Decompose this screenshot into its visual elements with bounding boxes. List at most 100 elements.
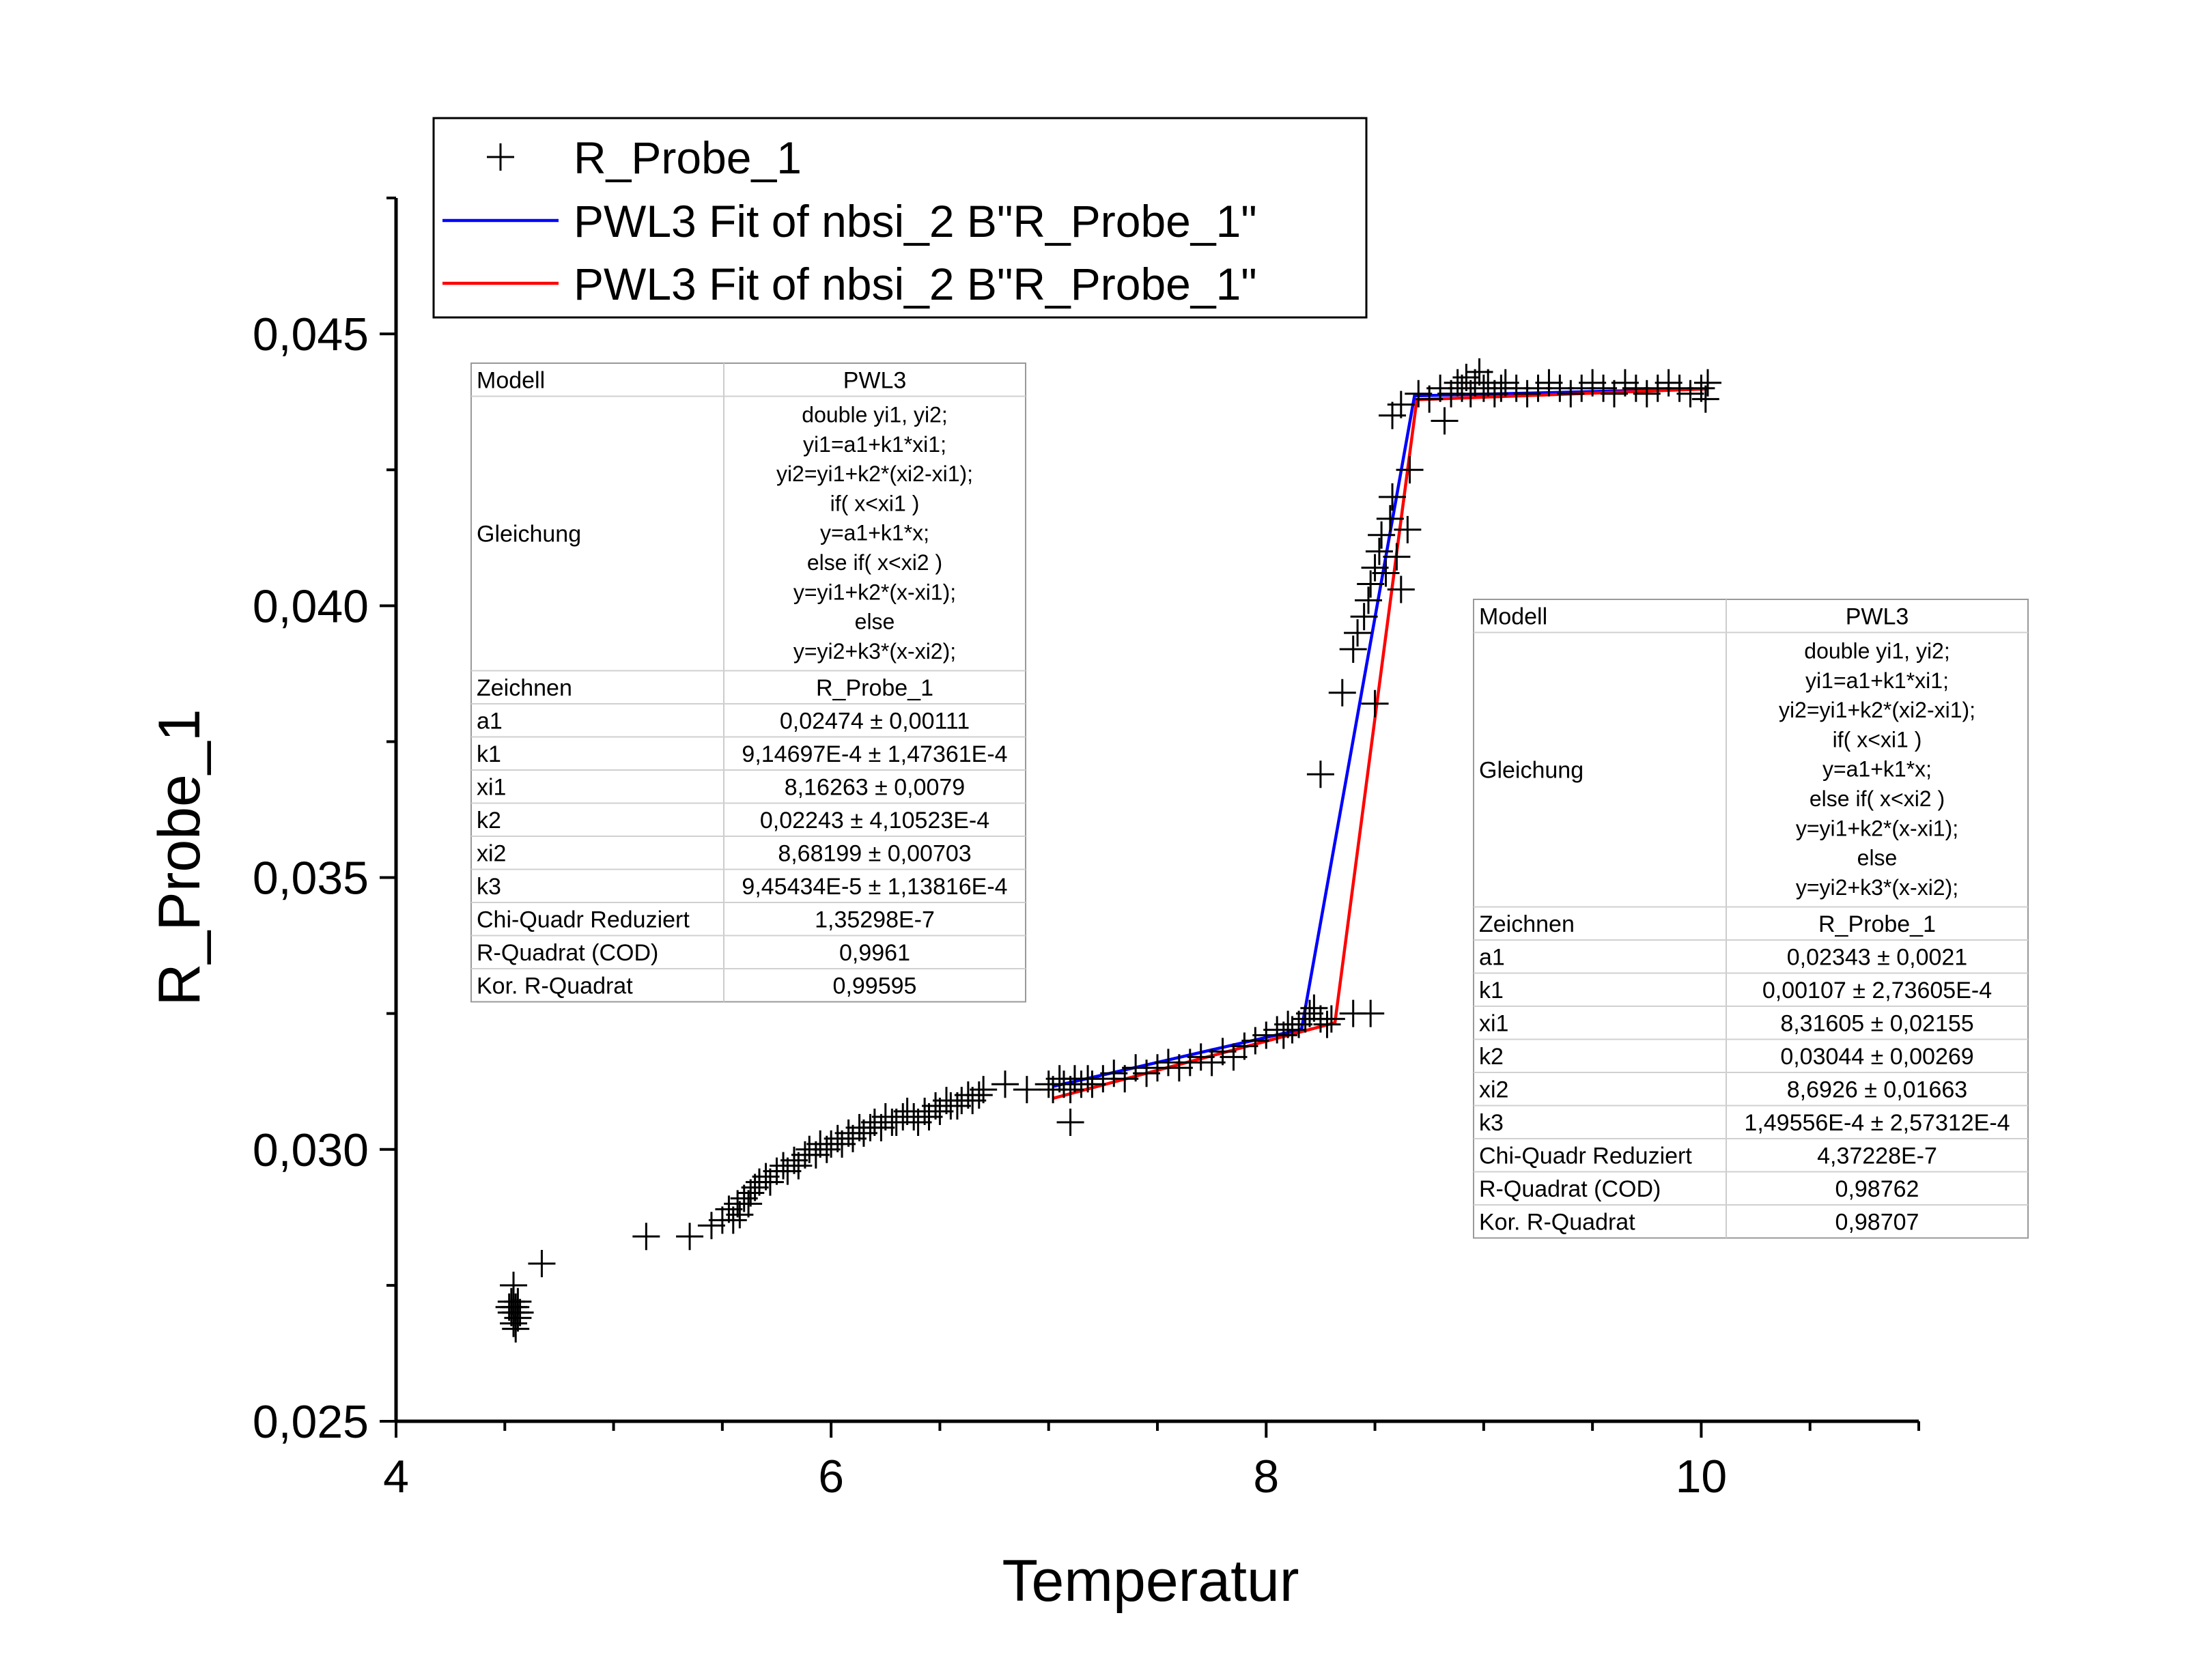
equation-line: y=yi1+k2*(x-xi1); bbox=[1796, 816, 1958, 840]
table-cell-value: 9,14697E-4 ± 1,47361E-4 bbox=[742, 741, 1007, 767]
equation-line: yi1=a1+k1*xi1; bbox=[803, 432, 946, 457]
table-cell-label: xi1 bbox=[1479, 1010, 1508, 1036]
data-point bbox=[500, 1309, 528, 1337]
fit-line-1 bbox=[1052, 387, 1708, 1088]
data-point bbox=[813, 1135, 841, 1163]
data-point bbox=[1357, 999, 1385, 1027]
table-cell-value: 8,68199 ± 0,00703 bbox=[778, 840, 971, 866]
data-point bbox=[1056, 1076, 1084, 1104]
table-cell-label: xi2 bbox=[477, 840, 506, 866]
data-point bbox=[719, 1206, 747, 1234]
x-tick-label: 8 bbox=[1253, 1451, 1279, 1503]
table-cell-value: 8,31605 ± 0,02155 bbox=[1780, 1010, 1973, 1036]
y-tick-label: 0,035 bbox=[253, 853, 369, 905]
data-point bbox=[1431, 407, 1459, 435]
data-point bbox=[926, 1098, 954, 1126]
data-point bbox=[785, 1152, 813, 1180]
data-point bbox=[1387, 575, 1415, 603]
y-tick-label: 0,045 bbox=[253, 309, 369, 360]
x-axis-title: Temperatur bbox=[1002, 1548, 1299, 1614]
axes: 4 6 8 10 0,025 0,030 0,035 0,040 0,045 Temperatur… bbox=[147, 197, 1920, 1614]
equation-line: y=yi2+k3*(x-xi2); bbox=[793, 639, 956, 664]
data-point bbox=[1220, 1043, 1248, 1071]
y-axis-title: R_Probe_1 bbox=[147, 709, 212, 1006]
table-cell-label: xi1 bbox=[477, 774, 506, 800]
legend: R_Probe_1 PWL3 Fit of nbsi_2 B"R_Probe_1"… bbox=[432, 117, 1368, 319]
equation-line: yi2=yi1+k2*(xi2-xi1); bbox=[1779, 698, 1975, 722]
data-point bbox=[528, 1250, 556, 1278]
data-point bbox=[1165, 1054, 1193, 1082]
data-point bbox=[1383, 543, 1411, 571]
table-cell-label: Zeichnen bbox=[1479, 911, 1575, 937]
y-tick-label: 0,025 bbox=[253, 1396, 369, 1448]
fit-table-2: Modell PWL3 Gleichung double yi1, yi2; yi1=a… bbox=[1473, 599, 2029, 1239]
data-point bbox=[1317, 1005, 1345, 1033]
equation-line: yi2=yi1+k2*(xi2-xi1); bbox=[776, 461, 973, 486]
data-points bbox=[495, 358, 1721, 1343]
equation-line: y=yi1+k2*(x-xi1); bbox=[793, 580, 956, 604]
data-point bbox=[1278, 1016, 1306, 1044]
data-point bbox=[1361, 554, 1389, 582]
data-point bbox=[500, 1271, 528, 1299]
table-cell-label: Kor. R-Quadrat bbox=[1479, 1209, 1635, 1235]
equation-line: else if( x<xi2 ) bbox=[1810, 786, 1945, 811]
table-cell-label: k3 bbox=[477, 874, 501, 900]
data-point bbox=[849, 1119, 877, 1147]
data-point bbox=[802, 1141, 830, 1169]
data-point bbox=[502, 1315, 530, 1343]
table-cell-value: 0,03044 ± 0,00269 bbox=[1780, 1044, 1973, 1070]
table-cell-value: 0,98707 bbox=[1835, 1209, 1919, 1235]
data-point bbox=[1611, 369, 1639, 397]
data-point bbox=[1491, 369, 1519, 397]
data-point bbox=[1691, 385, 1719, 413]
data-point bbox=[1013, 1076, 1041, 1104]
table-cell-value: R_Probe_1 bbox=[816, 675, 933, 701]
data-point bbox=[943, 1092, 971, 1120]
table-cell-value: 0,9961 bbox=[839, 940, 910, 966]
data-point bbox=[1513, 380, 1541, 408]
data-point bbox=[506, 1298, 534, 1326]
data-point bbox=[1601, 380, 1628, 408]
data-point bbox=[1387, 390, 1415, 418]
data-point bbox=[1655, 369, 1683, 397]
table-cell-label: R-Quadrat (COD) bbox=[477, 940, 658, 966]
data-point bbox=[697, 1212, 725, 1240]
table-border bbox=[470, 362, 1026, 1003]
table-cell-label: k1 bbox=[1479, 978, 1504, 1003]
data-point bbox=[735, 1190, 763, 1218]
data-point bbox=[1368, 521, 1396, 549]
equation-line: y=yi2+k3*(x-xi2); bbox=[1796, 875, 1958, 900]
data-point bbox=[774, 1157, 802, 1185]
table-cell-label: Modell bbox=[1479, 603, 1547, 629]
data-point bbox=[1693, 369, 1721, 397]
data-point bbox=[1361, 689, 1389, 717]
table-cell-label: Kor. R-Quadrat bbox=[477, 973, 633, 999]
table-cell-value: 8,16263 ± 0,0079 bbox=[785, 774, 965, 800]
data-point bbox=[1456, 380, 1484, 408]
y-tick-label: 0,030 bbox=[253, 1124, 369, 1176]
equation-line: else bbox=[1857, 846, 1898, 870]
data-point bbox=[915, 1102, 943, 1130]
data-point bbox=[1339, 636, 1367, 664]
data-point bbox=[867, 1113, 895, 1141]
table-cell-value: PWL3 bbox=[843, 367, 907, 393]
legend-box bbox=[432, 117, 1368, 319]
data-point bbox=[632, 1223, 660, 1251]
table-cell-label: k2 bbox=[1479, 1044, 1504, 1070]
table-cell-label: Gleichung bbox=[477, 522, 581, 547]
equation-line: double yi1, yi2; bbox=[802, 403, 947, 427]
table-cell-value: 0,02474 ± 0,00111 bbox=[780, 708, 970, 734]
table-cell-label: Modell bbox=[477, 367, 545, 393]
data-point bbox=[1056, 1108, 1084, 1136]
data-point bbox=[1296, 999, 1323, 1027]
data-point bbox=[970, 1076, 998, 1104]
legend-label: PWL3 Fit of nbsi_2 B"R_Probe_1" bbox=[574, 259, 1257, 309]
data-point bbox=[1357, 570, 1385, 598]
table-cell-value: 0,02343 ± 0,0021 bbox=[1787, 944, 1967, 970]
data-point bbox=[1557, 380, 1585, 408]
x-tick-label: 4 bbox=[383, 1451, 409, 1503]
legend-label: R_Probe_1 bbox=[574, 132, 802, 183]
fit-tables: Modell PWL3 Gleichung double yi1, yi2; yi1=a… bbox=[470, 362, 2029, 1239]
y-tick-label: 0,040 bbox=[253, 580, 369, 632]
